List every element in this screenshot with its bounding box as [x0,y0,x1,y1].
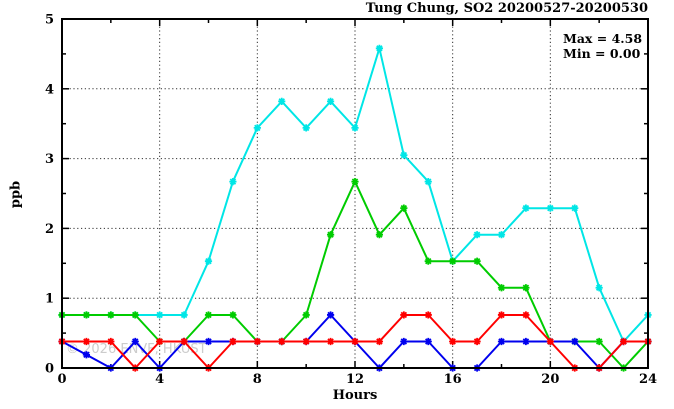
red-line-marker [375,337,384,346]
y-tick-label: 2 [45,222,54,237]
blue-line-marker [571,337,579,346]
y-tick-label: 0 [45,362,54,377]
cyan-line-marker [253,124,261,132]
cyan-line-marker [156,311,164,319]
y-tick-label: 3 [45,152,54,167]
green-line-marker [131,311,139,319]
y-tick-label: 5 [45,13,54,28]
red-line-marker [351,337,359,346]
cyan-line-marker [229,178,237,186]
watermark: © 2026 ENVF, HKUST [66,342,207,357]
cyan-line-marker [400,151,408,159]
cyan-line-marker [546,204,554,212]
cyan-line-marker [326,97,335,105]
green-line-marker [497,284,506,292]
y-tick-label: 1 [45,292,54,307]
cyan-line-marker [497,231,506,239]
x-tick-label: 16 [444,372,462,387]
red-line-marker [497,311,506,319]
green-line-marker [326,231,335,239]
green-line-marker [204,311,213,319]
cyan-line-marker [278,97,286,105]
red-line-marker [619,337,628,346]
blue-line-marker [204,337,213,346]
red-line-marker [253,337,261,346]
green-line-marker [229,311,237,319]
x-tick-label: 8 [253,372,262,387]
green-line-marker [375,231,384,239]
cyan-line-marker [473,231,481,239]
red-line-marker [449,337,457,346]
green-line-marker [473,257,481,265]
blue-line-marker [522,337,530,346]
red-line-marker [400,311,408,319]
min-value-label: Min = 0.00 [563,46,641,61]
green-line-marker [82,311,91,319]
red-line-marker [156,337,164,346]
cyan-line-marker [204,257,213,265]
green-line-marker [522,284,530,292]
cyan-line-marker [571,204,579,212]
red-line-marker [473,337,481,346]
green-line-marker [107,311,115,319]
red-line-marker [302,337,310,346]
green-line-marker [449,257,457,265]
green-line-marker [302,311,310,319]
blue-line-marker [497,337,506,346]
cyan-line-marker [351,124,359,132]
green-line-marker [400,204,408,212]
red-line-marker [546,337,554,346]
green-line-marker [351,178,359,186]
blue-line-marker [131,337,139,346]
cyan-line-marker [180,311,188,319]
cyan-line-marker [302,124,310,132]
blue-line-marker [400,337,408,346]
blue-line-marker [82,351,91,359]
y-tick-label: 4 [45,82,54,97]
chart-title: Tung Chung, SO2 20200527-20200530 [365,1,648,16]
y-axis-label: ppb [8,180,24,209]
red-line-marker [522,311,530,319]
x-tick-label: 4 [155,372,164,387]
x-tick-label: 20 [541,372,559,387]
red-line-marker [82,337,91,346]
cyan-line-marker [375,44,384,52]
blue-line-marker [424,337,432,346]
x-tick-label: 0 [57,372,66,387]
green-line-marker [424,257,432,265]
max-min-annotation: Max = 4.58 Min = 0.00 [563,31,642,61]
red-line-marker [229,337,237,346]
red-line-marker [107,337,115,346]
red-line-marker [326,337,335,346]
x-tick-label: 24 [639,372,657,387]
x-axis-label: Hours [332,388,378,403]
red-line-marker [424,311,432,319]
max-value-label: Max = 4.58 [563,31,643,46]
cyan-line-marker [424,178,432,186]
cyan-line-marker [522,204,530,212]
plot-border [61,18,649,369]
red-line-marker [278,337,286,346]
blue-line-marker [326,311,335,319]
x-tick-label: 12 [346,372,364,387]
cyan-line-marker [595,284,603,292]
red-line-marker [180,337,188,346]
green-line-marker [595,337,603,346]
